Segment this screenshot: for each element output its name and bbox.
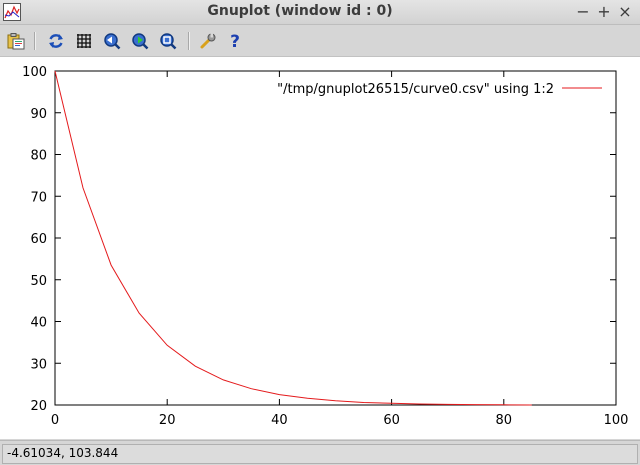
status-bar: -4.61034, 103.844 bbox=[0, 440, 640, 465]
zoom-back-icon bbox=[104, 33, 121, 50]
toolbar-separator bbox=[188, 32, 190, 50]
xtick-label: 60 bbox=[383, 413, 400, 428]
mouse-coordinates: -4.61034, 103.844 bbox=[7, 446, 119, 460]
wrench-icon bbox=[200, 33, 216, 49]
minimize-button[interactable]: − bbox=[576, 2, 590, 21]
ytick-label: 70 bbox=[30, 190, 47, 205]
ytick-label: 60 bbox=[30, 232, 47, 247]
title-bar: Gnuplot (window id : 0) − + × bbox=[0, 0, 640, 25]
toolbar-separator bbox=[34, 32, 36, 50]
ytick-label: 50 bbox=[30, 274, 47, 289]
ytick-label: 90 bbox=[30, 107, 47, 122]
help-icon: ? bbox=[230, 32, 240, 50]
toolbar: ? bbox=[0, 25, 640, 57]
ytick-label: 80 bbox=[30, 149, 47, 164]
ytick-label: 20 bbox=[30, 399, 47, 414]
ytick-label: 30 bbox=[30, 357, 47, 372]
ytick-label: 40 bbox=[30, 316, 47, 331]
maximize-button[interactable]: + bbox=[597, 2, 611, 21]
zoom-fit-icon bbox=[160, 33, 177, 50]
xtick-label: 80 bbox=[496, 413, 513, 428]
xtick-label: 100 bbox=[604, 413, 629, 428]
line-chart[interactable]: 20 30 40 50 60 70 80 90 100 0 20 40 60 80 100 "/tmp/g… bbox=[0, 57, 640, 439]
zoom-previous-button[interactable] bbox=[101, 30, 123, 52]
close-button[interactable]: × bbox=[618, 2, 632, 21]
refresh-icon bbox=[49, 34, 63, 48]
xtick-label: 20 bbox=[159, 413, 176, 428]
window-title: Gnuplot (window id : 0) bbox=[207, 3, 393, 19]
replot-button[interactable] bbox=[45, 30, 67, 52]
gnuplot-app-icon[interactable] bbox=[3, 3, 21, 21]
ytick-label: 100 bbox=[22, 65, 47, 80]
status-field: -4.61034, 103.844 bbox=[2, 444, 638, 464]
plot-canvas[interactable]: 20 30 40 50 60 70 80 90 100 0 20 40 60 80 100 "/tmp/g… bbox=[0, 57, 640, 439]
help-button[interactable]: ? bbox=[224, 30, 246, 52]
copy-to-clipboard-button[interactable] bbox=[5, 30, 27, 52]
zoom-forward-icon bbox=[132, 33, 149, 50]
xtick-label: 0 bbox=[51, 413, 59, 428]
series-line-curve0 bbox=[54, 70, 532, 406]
clipboard-icon bbox=[7, 33, 25, 50]
svg-text:?: ? bbox=[230, 32, 240, 50]
xtick-label: 40 bbox=[271, 413, 288, 428]
toggle-grid-button[interactable] bbox=[73, 30, 95, 52]
settings-button[interactable] bbox=[197, 30, 219, 52]
plot-frame bbox=[54, 70, 617, 406]
zoom-next-button[interactable] bbox=[129, 30, 151, 52]
grid-icon bbox=[77, 34, 91, 48]
autoscale-button[interactable] bbox=[157, 30, 179, 52]
legend-entry-label: "/tmp/gnuplot26515/curve0.csv" using 1:2 bbox=[277, 82, 554, 97]
